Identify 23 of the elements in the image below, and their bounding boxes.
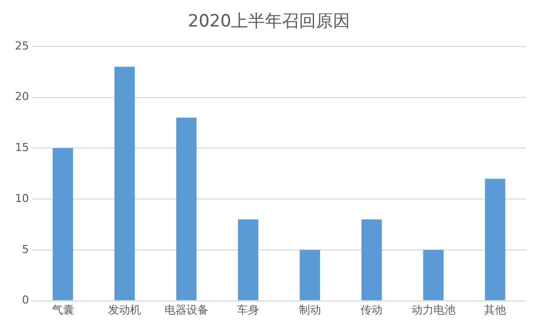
y-tick-label: 10 [14,192,29,205]
x-tick-label: 制动 [298,303,321,316]
x-tick-label: 发动机 [108,303,142,316]
bar [114,66,135,300]
bar [238,219,258,300]
bar [52,148,74,300]
y-tick-label: 15 [14,141,29,154]
bar [300,250,320,300]
y-tick-label: 5 [22,242,29,256]
y-tick-label: 25 [14,39,29,52]
bar [176,118,197,300]
bar [361,219,382,300]
chart-title: 2020上半年召回原因 [188,12,350,32]
bar [423,250,444,300]
x-tick-label: 电器设备 [164,303,208,316]
x-tick-label: 车身 [237,303,260,316]
x-tick-label: 传动 [360,303,383,316]
x-tick-label: 其他 [484,303,506,316]
x-tick-label: 气囊 [52,303,74,316]
bar [484,178,506,300]
x-tick-label: 动力电池 [411,303,456,316]
y-tick-label: 20 [14,90,29,104]
y-tick-label: 0 [22,294,29,307]
